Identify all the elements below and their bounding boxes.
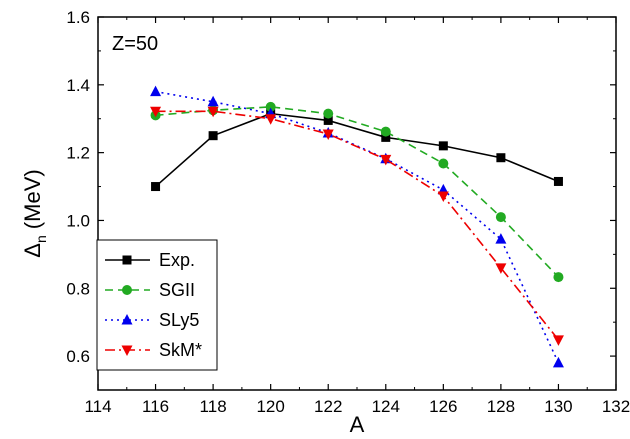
- data-point: [322, 129, 334, 140]
- data-point: [553, 272, 564, 283]
- series-line-0: [155, 112, 559, 188]
- legend: Exp. SGII SLy5 SkM*: [96, 239, 218, 371]
- data-point: [553, 176, 563, 186]
- chart-annotation: Z=50: [112, 33, 158, 55]
- y-axis-label-symbol: Δ: [20, 243, 45, 258]
- legend-marker: [121, 345, 133, 356]
- data-point: [438, 158, 449, 169]
- series-line-1: [155, 106, 560, 278]
- x-tick-label: 122: [314, 397, 342, 416]
- series-1: [150, 101, 564, 283]
- y-tick-label: 0.8: [66, 279, 90, 298]
- data-point: [495, 233, 507, 244]
- data-point: [265, 114, 277, 125]
- legend-box: [96, 239, 218, 371]
- data-point: [381, 132, 391, 142]
- data-point: [437, 191, 449, 203]
- legend-marker: [121, 314, 133, 325]
- x-tick-label: 126: [429, 397, 457, 416]
- x-tick-label: 116: [142, 397, 169, 416]
- data-point: [150, 85, 162, 97]
- data-point: [552, 356, 564, 368]
- axis-ticks: [97, 16, 617, 391]
- data-point: [323, 108, 334, 119]
- x-axis-label: A: [350, 412, 365, 437]
- series-layer: [150, 85, 564, 368]
- legend-marker: [122, 255, 132, 265]
- legend-label: Exp.: [159, 250, 195, 270]
- series-line-3: [155, 110, 560, 341]
- data-point: [150, 106, 162, 118]
- y-tick-label: 1.4: [66, 76, 90, 95]
- series-0: [151, 109, 563, 192]
- y-tick-label: 1.0: [66, 211, 90, 230]
- legend-item-3: SkM*: [105, 340, 202, 360]
- data-point: [380, 126, 391, 137]
- legend-label: SkM*: [159, 340, 202, 360]
- data-point: [438, 141, 448, 151]
- legend-item-1: SGII: [105, 280, 195, 300]
- y-tick-label: 1.2: [66, 144, 90, 163]
- y-axis-label: Δn (MeV): [20, 169, 49, 257]
- data-point: [552, 335, 564, 346]
- data-point: [496, 153, 506, 163]
- data-point: [208, 131, 218, 141]
- legend-marker: [122, 285, 132, 295]
- legend-label: SLy5: [159, 310, 199, 330]
- x-tick-label: 130: [544, 397, 572, 416]
- legend-item-2: SLy5: [105, 310, 199, 330]
- data-point: [495, 212, 506, 223]
- data-point: [151, 182, 161, 192]
- legend-item-0: Exp.: [105, 250, 195, 270]
- x-tick-label: 118: [200, 397, 227, 416]
- y-axis-label-unit: (MeV): [20, 169, 45, 229]
- y-tick-label: 1.6: [66, 8, 90, 27]
- y-axis-label-subscript: n: [33, 235, 49, 243]
- data-point: [495, 263, 507, 274]
- series-3: [150, 106, 564, 346]
- x-tick-label: 128: [487, 397, 515, 416]
- data-point: [380, 154, 392, 166]
- data-point: [207, 95, 219, 107]
- x-tick-label: 120: [256, 397, 284, 416]
- axis-tick-labels: 114 116 118 120 122 124 126 128 130 132 0.6 0.8 1.0 1…: [66, 8, 630, 416]
- x-tick-label: 132: [602, 397, 630, 416]
- legend-label: SGII: [159, 280, 195, 300]
- x-tick-label: 114: [84, 397, 111, 416]
- data-point: [265, 101, 276, 112]
- x-tick-label: 124: [372, 397, 400, 416]
- y-tick-label: 0.6: [66, 347, 90, 366]
- data-point: [207, 106, 219, 118]
- data-point: [323, 115, 333, 125]
